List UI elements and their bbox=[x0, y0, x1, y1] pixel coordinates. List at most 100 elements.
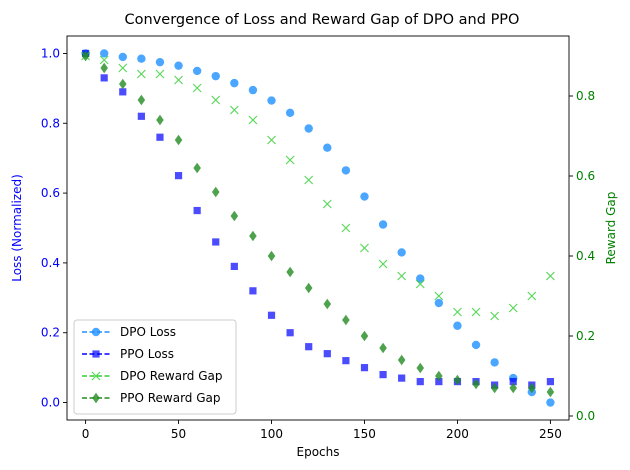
dpo-loss-point bbox=[397, 248, 406, 257]
dpo-loss-point bbox=[285, 108, 295, 118]
y-left-tick-label: 0.4 bbox=[41, 256, 60, 270]
dpo-reward-gap-point bbox=[490, 311, 500, 321]
legend-marker-dpo-loss bbox=[91, 327, 101, 337]
ppo-loss-point bbox=[546, 378, 555, 386]
dpo-loss-point bbox=[378, 220, 388, 229]
ppo-reward-gap-point bbox=[230, 210, 239, 222]
ppo-reward-gap-point bbox=[118, 78, 127, 90]
ppo-loss-point bbox=[156, 133, 164, 141]
ppo-reward-gap-point bbox=[397, 354, 406, 366]
ppo-reward-gap-point bbox=[286, 266, 294, 278]
ppo-loss-point bbox=[193, 206, 201, 215]
dpo-loss-point bbox=[155, 57, 165, 67]
dpo-reward-gap-point bbox=[174, 75, 183, 85]
ppo-loss-point bbox=[249, 287, 257, 295]
dpo-loss-point bbox=[248, 85, 258, 95]
series-ppo-reward-gap bbox=[81, 50, 555, 398]
x-tick-label: 100 bbox=[260, 427, 283, 441]
x-tick-label: 50 bbox=[171, 427, 186, 441]
dpo-loss-point bbox=[211, 71, 220, 81]
ppo-loss-point bbox=[119, 88, 127, 96]
dpo-reward-gap-point bbox=[229, 105, 239, 115]
ppo-reward-gap-point bbox=[360, 330, 369, 342]
dpo-reward-gap-point bbox=[415, 279, 425, 289]
ppo-loss-point bbox=[398, 374, 406, 382]
legend-marker-ppo-reward-gap bbox=[92, 392, 100, 404]
y-axis-left: 0.0 0.2 0.4 0.6 0.8 1.0 bbox=[41, 46, 67, 410]
dpo-reward-gap-point bbox=[397, 271, 407, 281]
dpo-loss-point bbox=[174, 61, 183, 70]
dpo-loss-point bbox=[416, 274, 425, 283]
dpo-loss-point bbox=[323, 143, 332, 152]
ppo-reward-gap-point bbox=[472, 378, 480, 390]
legend: DPO Loss PPO Loss DPO Reward Gap PPO Reward… bbox=[73, 319, 237, 415]
y-axis-left-label: Loss (Normalized) bbox=[10, 174, 24, 282]
y-right-tick-label: 0.2 bbox=[576, 329, 595, 343]
y-axis-right: 0.0 0.2 0.4 0.6 0.8 bbox=[569, 89, 595, 423]
ppo-reward-gap-point bbox=[156, 114, 164, 126]
dpo-reward-gap-point bbox=[341, 223, 351, 233]
y-left-tick-label: 0.0 bbox=[41, 396, 60, 410]
ppo-loss-point bbox=[323, 350, 331, 358]
dpo-loss-point bbox=[137, 54, 146, 63]
x-tick-label: 0 bbox=[82, 427, 90, 441]
ppo-loss-point bbox=[286, 329, 294, 337]
dpo-loss-point bbox=[471, 340, 481, 350]
dpo-reward-gap-point bbox=[304, 175, 314, 185]
dpo-reward-gap-point bbox=[118, 63, 128, 73]
ppo-loss-point bbox=[212, 238, 220, 246]
dpo-reward-gap-point bbox=[527, 291, 537, 301]
ppo-reward-gap-point bbox=[342, 314, 350, 326]
dpo-loss-point bbox=[230, 78, 239, 88]
legend-label-dpo-loss: DPO Loss bbox=[120, 325, 176, 339]
chart-title: Convergence of Loss and Reward Gap of DP… bbox=[125, 12, 520, 28]
ppo-reward-gap-point bbox=[546, 386, 555, 398]
dpo-reward-gap-point bbox=[155, 69, 165, 79]
ppo-loss-point bbox=[100, 74, 108, 82]
dpo-reward-gap-point bbox=[192, 83, 202, 93]
dpo-reward-gap-point bbox=[211, 95, 221, 105]
dpo-loss-point bbox=[118, 52, 127, 62]
dpo-reward-gap-point bbox=[136, 69, 146, 79]
ppo-reward-gap-point bbox=[528, 382, 536, 394]
y-left-tick-label: 0.2 bbox=[41, 326, 60, 340]
legend-marker-dpo-reward-gap bbox=[91, 371, 101, 381]
ppo-reward-gap-point bbox=[249, 230, 257, 242]
dpo-reward-gap-point bbox=[285, 155, 295, 165]
dpo-reward-gap-point bbox=[471, 307, 481, 317]
series-dpo-reward-gap bbox=[81, 51, 555, 321]
y-right-tick-label: 0.4 bbox=[576, 249, 595, 263]
ppo-reward-gap-point bbox=[211, 186, 220, 198]
dpo-loss-point bbox=[434, 298, 444, 308]
ppo-reward-gap-point bbox=[453, 374, 462, 386]
ppo-loss-point bbox=[435, 378, 443, 386]
dpo-reward-gap-point bbox=[322, 199, 332, 209]
dpo-loss-point bbox=[360, 192, 369, 201]
x-axis: 0 50 100 150 200 250 bbox=[82, 420, 562, 441]
ppo-reward-gap-point bbox=[100, 62, 108, 74]
dpo-loss-point bbox=[267, 96, 276, 105]
ppo-loss-point bbox=[267, 311, 276, 319]
dpo-loss-point bbox=[453, 321, 462, 330]
dpo-reward-gap-point bbox=[508, 303, 518, 313]
ppo-reward-gap-point bbox=[174, 134, 183, 146]
ppo-reward-gap-point bbox=[490, 382, 499, 394]
dpo-loss-point bbox=[546, 398, 555, 407]
ppo-reward-gap-point bbox=[379, 342, 387, 354]
legend-marker-ppo-loss bbox=[92, 350, 100, 358]
y-right-tick-label: 0.6 bbox=[576, 169, 595, 183]
dpo-loss-point bbox=[341, 166, 351, 175]
ppo-reward-gap-point bbox=[267, 250, 276, 262]
ppo-loss-point bbox=[379, 371, 387, 379]
dpo-reward-gap-point bbox=[453, 307, 462, 317]
ppo-loss-point bbox=[416, 378, 424, 386]
ppo-reward-gap-point bbox=[81, 50, 90, 62]
x-tick-label: 250 bbox=[539, 427, 562, 441]
ppo-loss-point bbox=[305, 343, 313, 351]
dpo-loss-point bbox=[192, 66, 202, 76]
ppo-loss-point bbox=[342, 357, 350, 365]
legend-label-dpo-reward-gap: DPO Reward Gap bbox=[120, 369, 223, 383]
dpo-reward-gap-point bbox=[434, 291, 444, 301]
